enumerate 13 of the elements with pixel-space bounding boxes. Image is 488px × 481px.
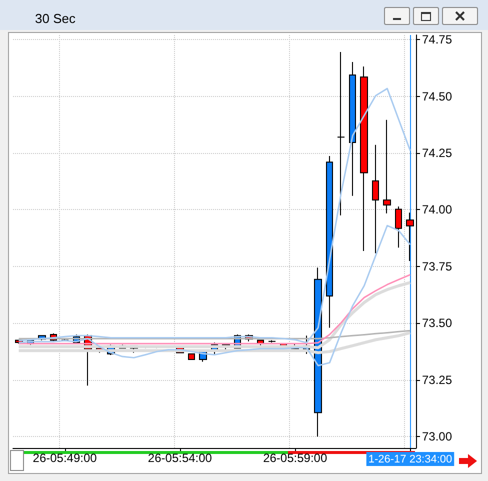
x-tick-label: 26-05:59:00 bbox=[263, 451, 328, 465]
y-tick-label: 73.25 bbox=[422, 372, 452, 387]
y-tick-label: 74.75 bbox=[422, 32, 452, 47]
y-tick-label: 74.50 bbox=[422, 89, 452, 104]
y-tick-label: 73.00 bbox=[422, 430, 452, 444]
y-tick-label: 74.25 bbox=[422, 146, 452, 160]
y-tick-label: 73.75 bbox=[422, 259, 452, 274]
chart-title: 30 Sec bbox=[35, 11, 76, 26]
x-tick-label: 26-05:54:00 bbox=[148, 451, 212, 465]
y-tick-label: 73.50 bbox=[422, 316, 452, 330]
x-tick-label: 26-05:49:00 bbox=[32, 451, 98, 465]
y-tick-label: 74.00 bbox=[422, 202, 452, 217]
x-tick-label: 1-26-17 23:34:00 bbox=[368, 454, 452, 466]
